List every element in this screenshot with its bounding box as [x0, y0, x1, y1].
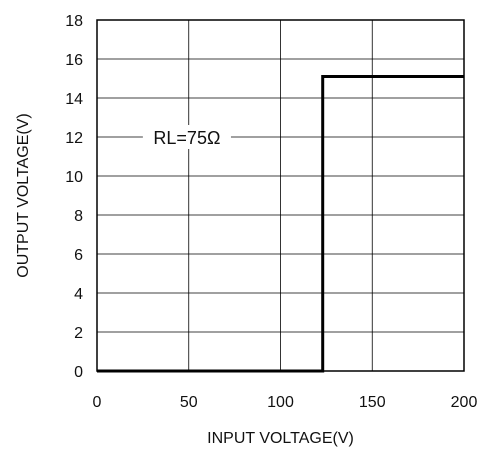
grid: [97, 20, 464, 371]
x-axis-label: INPUT VOLTAGE(V): [207, 430, 354, 447]
y-tick-label: 16: [65, 52, 83, 69]
annotation-layer: RL=75Ω: [142, 125, 231, 149]
y-tick-label: 10: [65, 169, 83, 186]
annotation-background: [142, 125, 231, 149]
y-tick-label: 18: [65, 13, 83, 30]
x-tick-label: 100: [267, 394, 294, 411]
y-tick-label: 6: [74, 247, 83, 264]
tick-labels: 0 2 4 6 8 10 12 14 16 18 0 50 100 150 200: [65, 13, 477, 411]
y-tick-label: 4: [74, 286, 83, 303]
x-tick-label: 200: [451, 394, 478, 411]
x-tick-label: 50: [180, 394, 198, 411]
x-tick-label: 150: [359, 394, 386, 411]
annotation-label: RL=75Ω: [153, 128, 220, 148]
y-tick-label: 8: [74, 208, 83, 225]
y-tick-label: 12: [65, 130, 83, 147]
x-tick-label: 0: [93, 394, 102, 411]
y-axis-label: OUTPUT VOLTAGE(V): [15, 113, 32, 277]
y-tick-label: 14: [65, 91, 83, 108]
plot-frame: [96, 19, 465, 372]
y-tick-label: 2: [74, 325, 83, 342]
y-tick-label: 0: [74, 364, 83, 381]
